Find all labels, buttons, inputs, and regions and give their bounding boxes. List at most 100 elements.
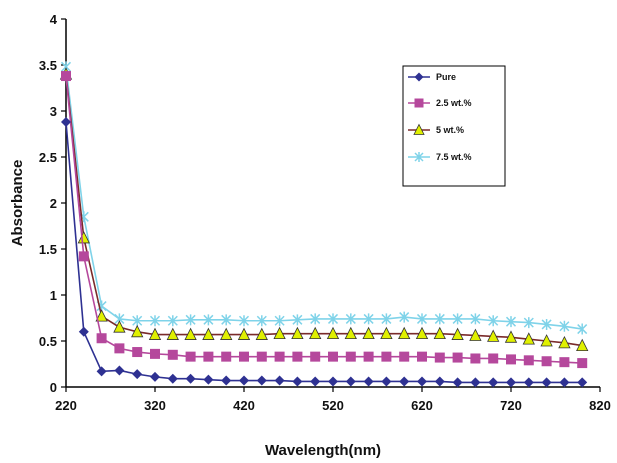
data-point-marker	[523, 377, 534, 388]
data-point-marker	[414, 98, 424, 108]
y-tick-label: 2	[50, 196, 57, 211]
data-point-marker	[417, 376, 427, 387]
data-point-marker	[149, 315, 161, 327]
data-point-marker	[487, 329, 500, 342]
y-axis-title: Absorbance	[9, 160, 26, 247]
data-point-marker	[451, 327, 464, 340]
data-point-marker	[61, 71, 71, 82]
data-point-marker	[113, 320, 126, 333]
data-point-marker	[559, 377, 570, 388]
data-point-marker	[326, 326, 340, 340]
y-tick-label: 3.5	[39, 58, 57, 73]
data-point-marker	[292, 314, 303, 326]
data-point-marker	[167, 373, 178, 384]
data-point-marker	[203, 314, 214, 326]
legend-item: Pure	[408, 72, 456, 82]
data-point-marker	[132, 347, 143, 358]
data-point-marker	[363, 313, 374, 325]
data-point-marker	[380, 326, 393, 340]
plot-axes: 0 0.5 1 1.5 2 2.5 3 3.5 4 220 320 420 520 620 720 820	[39, 12, 611, 413]
data-point-marker	[523, 317, 534, 329]
data-point-marker	[558, 335, 571, 349]
data-point-marker	[310, 313, 321, 325]
data-point-marker	[577, 377, 588, 388]
data-point-marker	[61, 117, 71, 128]
y-tick-label: 1	[50, 288, 57, 303]
data-point-marker	[78, 326, 89, 337]
data-point-marker	[452, 313, 463, 325]
data-point-marker	[96, 333, 107, 344]
x-tick-label: 620	[411, 398, 433, 413]
legend-item: 7.5 wt.%	[408, 152, 472, 162]
data-point-marker	[148, 327, 162, 340]
data-point-marker	[541, 356, 552, 367]
data-point-marker	[327, 313, 339, 325]
data-point-marker	[131, 324, 144, 338]
data-point-marker	[345, 351, 356, 362]
data-point-marker	[150, 348, 160, 359]
data-point-marker	[239, 375, 249, 386]
data-point-marker	[488, 377, 499, 388]
y-tick-label: 2.5	[39, 150, 57, 165]
data-point-marker	[114, 365, 125, 376]
data-point-marker	[221, 375, 232, 386]
data-point-marker	[469, 328, 482, 341]
data-point-marker	[274, 351, 285, 362]
x-tick-label: 420	[233, 398, 255, 413]
data-point-marker	[95, 309, 108, 322]
data-point-marker	[291, 326, 304, 340]
data-point-marker	[504, 330, 518, 343]
data-point-marker	[220, 327, 233, 340]
x-tick-label: 320	[144, 398, 166, 413]
data-point-marker	[433, 326, 446, 340]
data-point-marker	[415, 326, 429, 340]
data-point-marker	[381, 313, 392, 325]
data-point-marker	[185, 351, 196, 362]
legend-label: 7.5 wt.%	[436, 152, 472, 162]
x-tick-label: 820	[589, 398, 611, 413]
data-point-marker	[488, 353, 499, 364]
series-pure	[61, 117, 588, 388]
data-point-marker	[434, 376, 445, 387]
legend-label: 5 wt.%	[436, 125, 464, 135]
data-point-marker	[559, 357, 570, 368]
data-point-marker	[470, 353, 481, 364]
data-point-marker	[470, 313, 481, 325]
data-point-marker	[274, 315, 285, 327]
data-point-marker	[576, 338, 589, 352]
data-point-marker	[506, 377, 516, 388]
y-tick-label: 0	[50, 380, 57, 395]
data-point-marker	[577, 358, 588, 369]
data-point-marker	[328, 376, 338, 387]
data-point-marker	[577, 323, 588, 335]
data-point-marker	[452, 352, 463, 363]
data-point-marker	[541, 318, 552, 330]
data-point-marker	[239, 351, 249, 362]
data-point-marker	[381, 376, 392, 387]
data-point-marker	[185, 373, 196, 384]
data-point-marker	[310, 351, 321, 362]
legend: Pure 2.5 wt.% 5 wt.% 7.5 wt.%	[402, 65, 506, 187]
data-point-marker	[505, 316, 517, 328]
data-point-marker	[381, 351, 392, 362]
data-point-marker	[256, 315, 267, 327]
data-point-marker	[274, 375, 285, 386]
data-point-marker	[77, 231, 90, 244]
data-point-marker	[363, 351, 374, 362]
data-point-marker	[96, 366, 107, 377]
data-point-marker	[559, 320, 570, 332]
data-point-marker	[540, 334, 553, 347]
data-point-marker	[399, 351, 410, 362]
data-point-marker	[398, 326, 411, 340]
data-point-marker	[292, 351, 303, 362]
data-point-marker	[221, 351, 232, 362]
series-layer	[59, 61, 589, 388]
x-tick-label: 720	[500, 398, 522, 413]
data-point-marker	[345, 313, 356, 325]
data-point-marker	[344, 326, 357, 340]
data-point-marker	[414, 72, 424, 82]
data-point-marker	[399, 376, 410, 387]
data-point-marker	[522, 332, 535, 345]
data-point-marker	[114, 343, 125, 354]
data-point-marker	[150, 371, 160, 382]
